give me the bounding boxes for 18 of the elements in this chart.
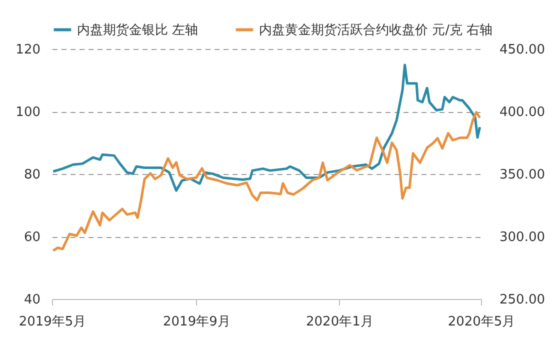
- y-tick-label: 120: [16, 42, 40, 58]
- legend-label: 内盘期货金银比 左轴: [77, 22, 198, 38]
- y2-tick-label: 450.00: [500, 42, 545, 58]
- y2-tick-label: 400.00: [500, 105, 545, 120]
- x-tick-label: 2019年9月: [162, 314, 230, 330]
- line-series: [52, 64, 482, 192]
- y-tick-label: 40: [24, 292, 40, 308]
- y-tick-label: 80: [24, 168, 40, 182]
- y-tick-label: 60: [24, 230, 40, 245]
- x-tick-label: 2019年5月: [18, 314, 86, 330]
- y-tick-label: 100: [16, 105, 40, 120]
- y2-tick-label: 350.00: [500, 168, 545, 182]
- legend-label: 内盘黄金期货活跃合约收盘价 元/克 右轴: [259, 22, 493, 38]
- line-series: [52, 111, 482, 252]
- x-tick-label: 2020年1月: [306, 314, 374, 330]
- x-tick-label: 2020年5月: [448, 314, 516, 330]
- y2-tick-label: 250.00: [500, 292, 545, 308]
- y2-tick-label: 300.00: [500, 230, 545, 245]
